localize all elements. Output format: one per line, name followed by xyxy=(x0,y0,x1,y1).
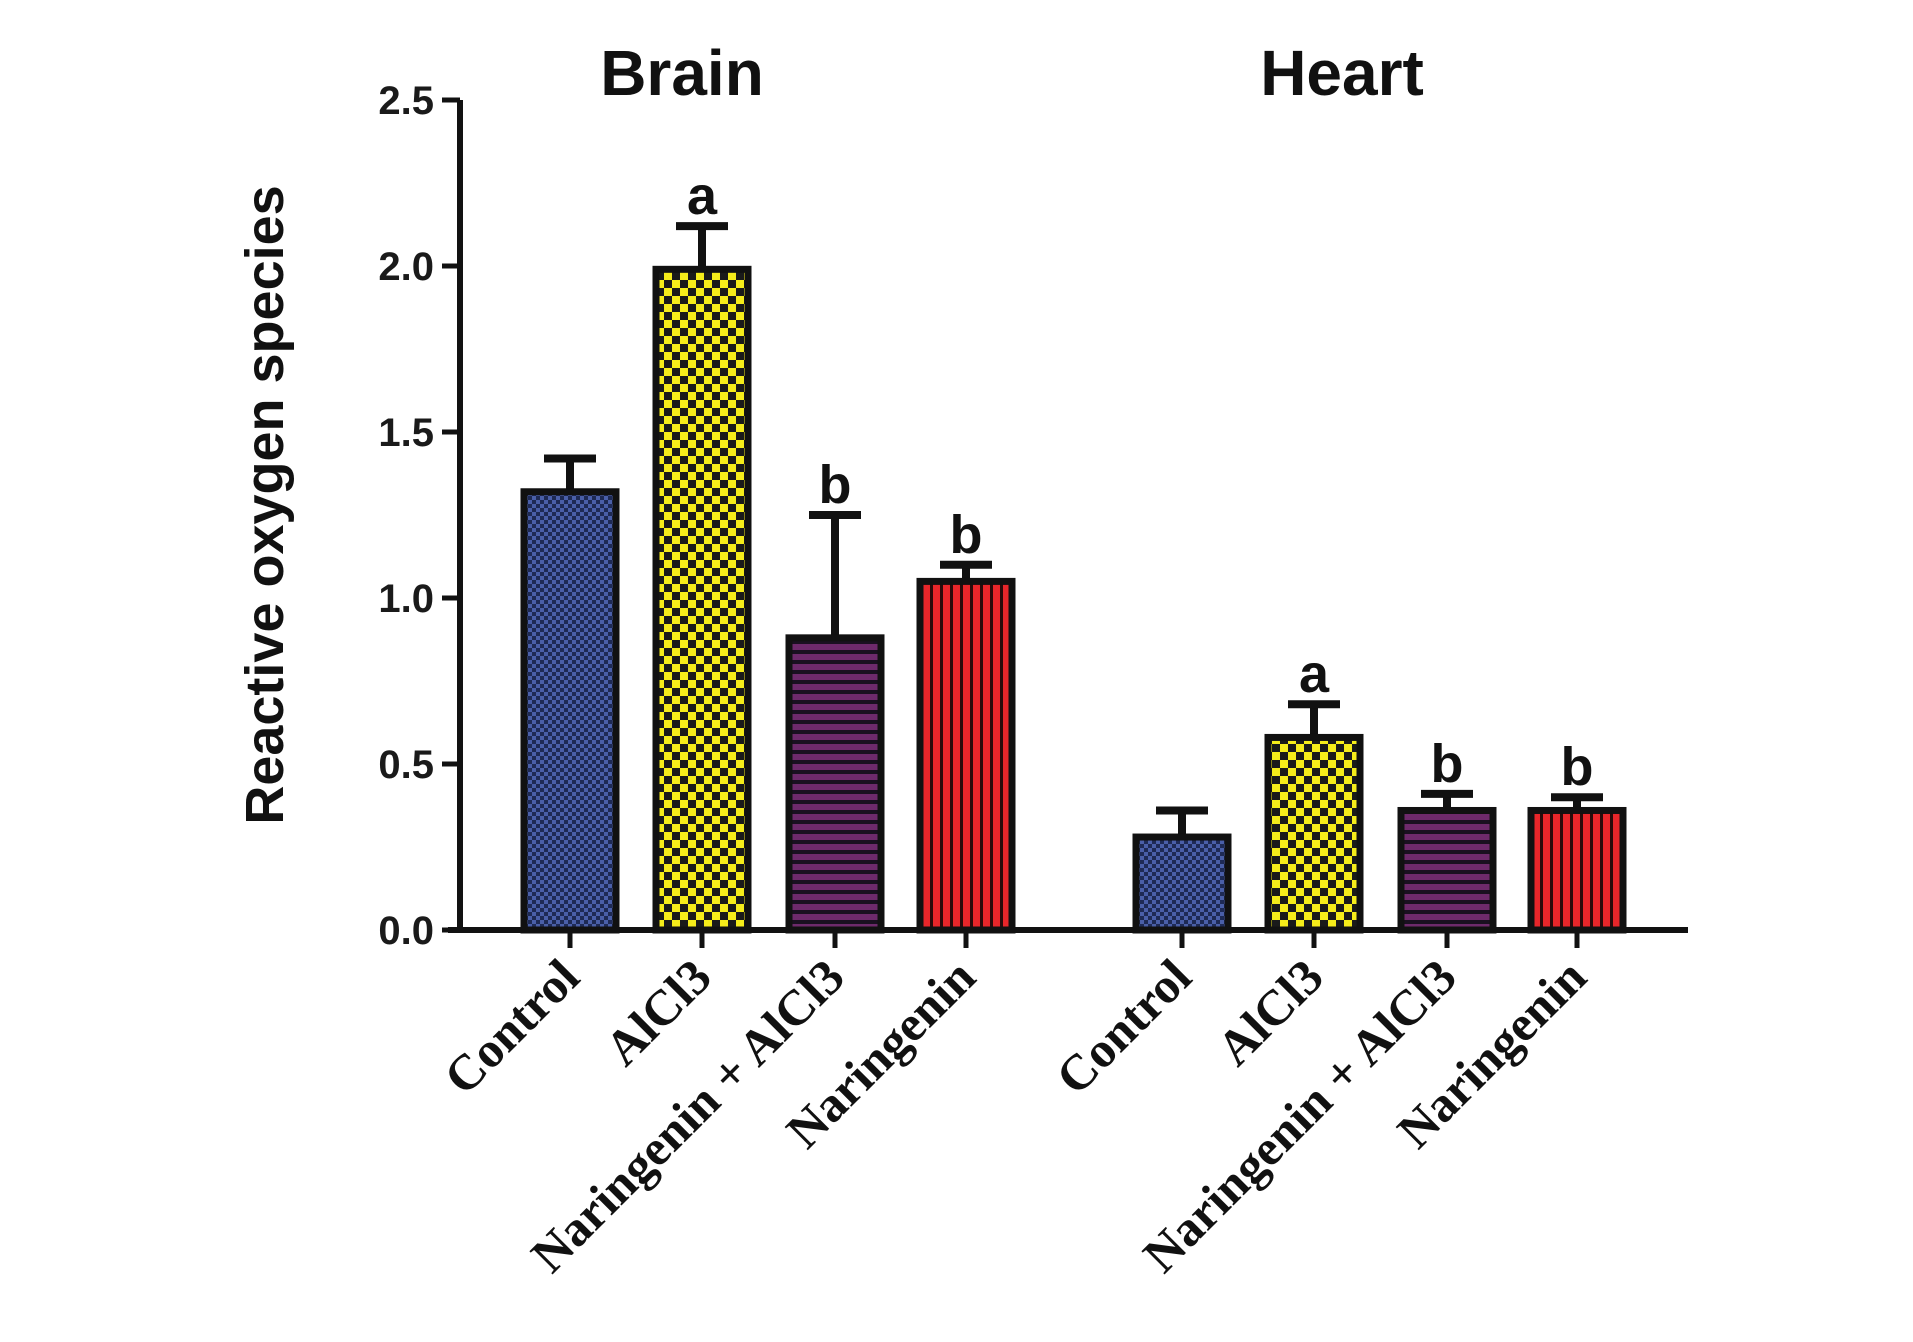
category-label: Control xyxy=(433,948,590,1105)
significance-label: b xyxy=(1561,737,1594,797)
y-tick-label: 0.5 xyxy=(378,743,434,787)
significance-label: b xyxy=(950,505,983,565)
category-label: AlCl3 xyxy=(594,948,722,1076)
group-title: Heart xyxy=(1260,37,1424,109)
bar-brain-1 xyxy=(652,265,752,934)
y-tick-label: 1.0 xyxy=(378,577,434,621)
bar-brain-3 xyxy=(916,577,1016,934)
y-axis-label: Reactive oxygen species xyxy=(235,185,295,824)
category-label: Control xyxy=(1045,948,1202,1105)
bar-heart-2 xyxy=(1397,806,1497,934)
category-label: AlCl3 xyxy=(1206,948,1334,1076)
bar-heart-1 xyxy=(1264,733,1364,934)
bar-brain-2 xyxy=(785,634,885,934)
y-tick-label: 2.5 xyxy=(378,79,434,123)
bar-brain-0 xyxy=(520,488,620,934)
significance-label: b xyxy=(1431,734,1464,794)
group-title: Brain xyxy=(600,37,764,109)
significance-label: b xyxy=(819,455,852,515)
y-tick-label: 2.0 xyxy=(378,245,434,289)
y-tick-label: 0.0 xyxy=(378,909,434,953)
significance-label: a xyxy=(1299,644,1330,704)
y-tick-label: 1.5 xyxy=(378,411,434,455)
bar-heart-3 xyxy=(1527,806,1627,934)
bar-heart-0 xyxy=(1132,833,1232,934)
significance-label: a xyxy=(687,166,718,226)
